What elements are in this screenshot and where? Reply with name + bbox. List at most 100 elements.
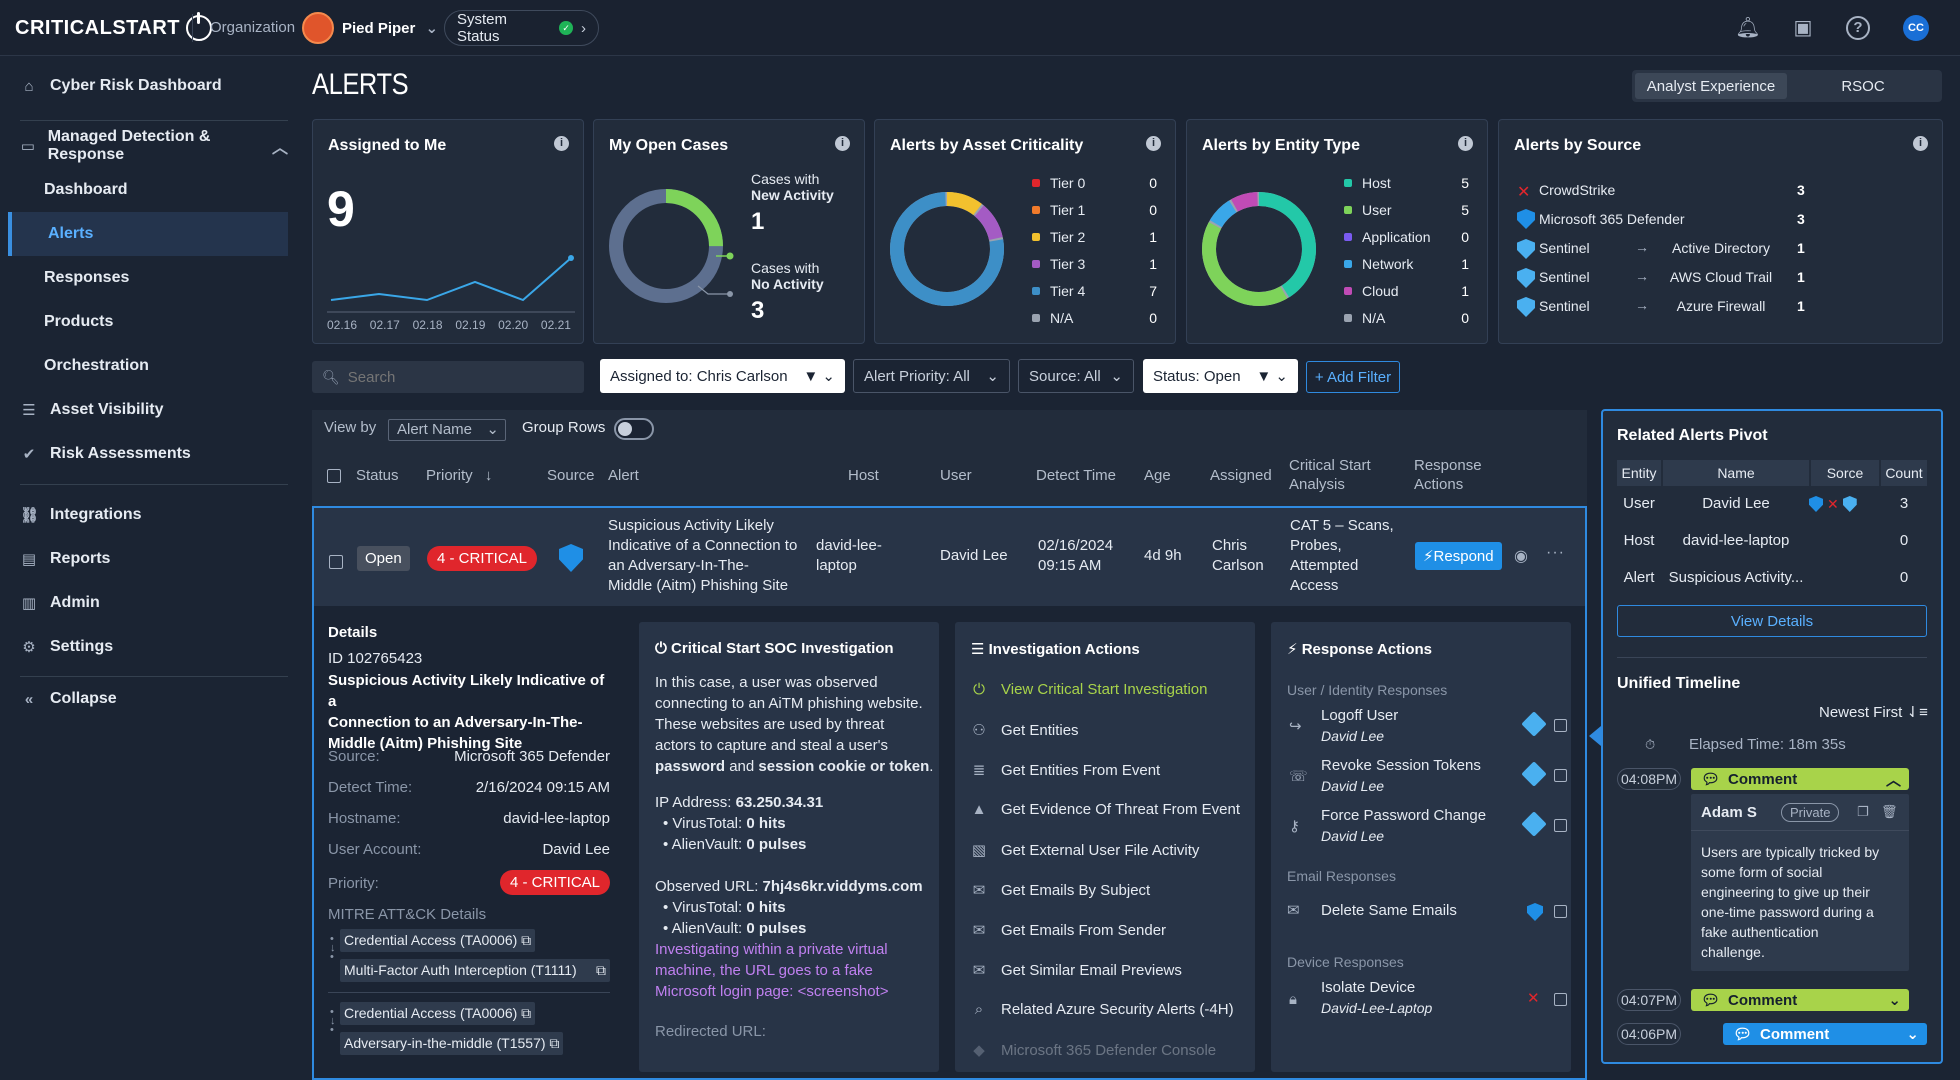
logo[interactable]: CRITICALSTART [15, 12, 212, 41]
filter-assigned-to[interactable]: Assigned to: Chris Carlson ▼ ⌄ [600, 359, 845, 393]
response-action-row[interactable]: ✉ Delete Same Emails [1287, 891, 1567, 935]
legend-item[interactable]: Tier 0 [1032, 175, 1085, 191]
info-icon[interactable]: i [554, 136, 569, 151]
view-details-button[interactable]: View Details [1617, 605, 1927, 637]
col-detect-time[interactable]: Detect Time [1036, 467, 1117, 484]
action-checkbox[interactable] [1554, 719, 1567, 732]
legend-item[interactable]: User [1344, 202, 1392, 218]
user-avatar[interactable]: CC [1903, 15, 1929, 41]
nav-admin[interactable]: ▥ Admin [20, 583, 100, 623]
select-all-checkbox[interactable] [327, 469, 341, 483]
mitre-tactic[interactable]: Credential Access (TA0006) ⧉ [340, 929, 536, 952]
mode-analyst-experience[interactable]: Analyst Experience [1635, 73, 1787, 99]
nav-orchestration[interactable]: Orchestration [44, 357, 149, 374]
nav-dashboard[interactable]: Dashboard [44, 181, 128, 198]
inbox-icon[interactable]: ▣ [1793, 17, 1813, 39]
col-assigned[interactable]: Assigned [1210, 467, 1272, 484]
response-action-row[interactable]: ☏ Revoke Session Tokens David Lee [1287, 755, 1567, 799]
org-switcher[interactable]: Pied Piper ⌄ [342, 19, 438, 37]
response-action-row[interactable]: ↪ Logoff User David Lee [1287, 705, 1567, 749]
action-checkbox[interactable] [1554, 993, 1567, 1006]
info-icon[interactable]: i [1913, 136, 1928, 151]
investigation-action-item[interactable]: ✉ Get Similar Email Previews [971, 961, 1182, 980]
delete-icon[interactable]: 🗑︎ [1881, 804, 1898, 819]
legend-item[interactable]: Cloud [1344, 283, 1399, 299]
legend-item[interactable]: Tier 2 [1032, 229, 1085, 245]
filter-alert-priority[interactable]: Alert Priority: All ⌄ [853, 359, 1010, 393]
info-icon[interactable]: i [1458, 136, 1473, 151]
legend-item[interactable]: Host [1344, 175, 1391, 191]
investigation-action-item[interactable]: ▲ Get Evidence Of Threat From Event [971, 801, 1240, 818]
more-options-icon[interactable]: ··· [1546, 544, 1565, 561]
response-action-row[interactable]: 🔒︎ Isolate Device David-Lee-Laptop ✕ [1287, 977, 1567, 1021]
system-status-button[interactable]: System Status ✓ › [444, 10, 599, 46]
nav-mdr[interactable]: ▭ Managed Detection & Response ︿ [20, 126, 288, 166]
info-icon[interactable]: i [835, 136, 850, 151]
add-filter-button[interactable]: + Add Filter [1306, 361, 1400, 393]
nav-products[interactable]: Products [44, 313, 114, 330]
view-investigation-link[interactable]: ⏻ View Critical Start Investigation [971, 681, 1207, 698]
legend-item[interactable]: Tier 4 [1032, 283, 1085, 299]
view-by-select[interactable]: Alert Name ⌄ [388, 419, 506, 441]
card-assigned-to-me[interactable]: Assigned to Me i 9 02.16 02.17 02.18 02.… [312, 119, 584, 344]
card-alerts-by-asset-criticality[interactable]: Alerts by Asset Criticality i Tier 0 0 Tie… [874, 119, 1176, 344]
col-response-actions[interactable]: Response Actions [1414, 456, 1482, 494]
nav-integrations[interactable]: ⛓ Integrations [20, 495, 142, 535]
investigation-action-item[interactable]: ◆ Microsoft 365 Defender Console [971, 1041, 1216, 1060]
nav-cyber-risk-dashboard[interactable]: ⌂ Cyber Risk Dashboard [20, 66, 221, 106]
legend-item[interactable]: Application [1344, 229, 1431, 245]
timeline-comment-header[interactable]: 💬︎ Comment ︿ [1691, 768, 1909, 790]
pivot-row[interactable]: Alert Suspicious Activity... 0 [1617, 563, 1927, 595]
legend-item[interactable]: Tier 1 [1032, 202, 1085, 218]
action-checkbox[interactable] [1554, 819, 1567, 832]
investigation-action-item[interactable]: ▧ Get External User File Activity [971, 841, 1200, 860]
col-priority[interactable]: Priority ↓ [426, 466, 492, 485]
eye-icon[interactable]: ◉ [1514, 548, 1528, 565]
action-checkbox[interactable] [1554, 905, 1567, 918]
filter-source[interactable]: Source: All ⌄ [1018, 359, 1134, 393]
filter-status[interactable]: Status: Open ▼ ⌄ [1143, 359, 1298, 393]
copy-icon[interactable]: ❐ [1857, 804, 1869, 819]
nav-risk-assessments[interactable]: ✔ Risk Assessments [20, 434, 191, 474]
timeline-comment-header[interactable]: 💬︎ Comment ⌄ [1723, 1023, 1927, 1045]
pivot-row[interactable]: User David Lee 3 [1617, 489, 1927, 521]
investigation-action-item[interactable]: ⚇ Get Entities [971, 721, 1078, 740]
mitre-technique[interactable]: Adversary-in-the-middle (T1557) ⧉ [340, 1032, 564, 1055]
nav-settings[interactable]: ⚙ Settings [20, 627, 113, 667]
card-alerts-by-source[interactable]: Alerts by Source i ✕ CrowdStrike 3 Micro… [1498, 119, 1943, 344]
col-source[interactable]: Source [547, 467, 595, 484]
col-status[interactable]: Status [356, 467, 399, 484]
card-alerts-by-entity-type[interactable]: Alerts by Entity Type i Host 5 User 5 Applic… [1186, 119, 1488, 344]
mitre-tactic[interactable]: Credential Access (TA0006) ⧉ [340, 1002, 536, 1025]
nav-collapse[interactable]: « Collapse [20, 679, 117, 719]
respond-button[interactable]: ⚡Respond [1415, 542, 1502, 570]
alert-name[interactable]: Suspicious Activity Likely Indicative of… [608, 516, 797, 596]
col-alert[interactable]: Alert [608, 467, 639, 484]
mode-rsoc[interactable]: RSOC [1841, 77, 1885, 95]
table-row[interactable]: Open 4 - CRITICAL Suspicious Activity Li… [312, 506, 1587, 616]
timeline-sort-button[interactable]: Newest First ⇃≡ [1819, 703, 1928, 721]
nav-alerts[interactable]: Alerts [8, 212, 288, 256]
investigation-action-item[interactable]: ✉ Get Emails By Subject [971, 881, 1151, 900]
legend-item[interactable]: Network [1344, 256, 1413, 272]
legend-item[interactable]: Tier 3 [1032, 256, 1085, 272]
investigation-action-item[interactable]: ≣ Get Entities From Event [971, 761, 1161, 780]
help-icon[interactable]: ? [1846, 16, 1870, 40]
investigation-action-item[interactable]: ⌕ Related Azure Security Alerts (-4H) [971, 1001, 1234, 1018]
card-my-open-cases[interactable]: My Open Cases i Cases with New Activity 1… [593, 119, 865, 344]
col-critical-start-analysis[interactable]: Critical Start Analysis [1289, 456, 1371, 494]
col-age[interactable]: Age [1144, 467, 1171, 484]
pivot-row[interactable]: Host david-lee-laptop 0 [1617, 526, 1927, 558]
response-action-row[interactable]: ⚷ Force Password Change David Lee [1287, 805, 1567, 849]
group-rows-toggle[interactable] [614, 418, 654, 440]
nav-asset-visibility[interactable]: ☰ Asset Visibility [20, 390, 163, 430]
timeline-comment-header[interactable]: 💬︎ Comment ⌄ [1691, 989, 1909, 1011]
investigation-action-item[interactable]: ✉ Get Emails From Sender [971, 921, 1166, 940]
info-icon[interactable]: i [1146, 136, 1161, 151]
legend-item[interactable]: N/A [1344, 310, 1385, 326]
mitre-technique[interactable]: Multi-Factor Auth Interception (T1111) ⧉ [340, 959, 610, 982]
col-host[interactable]: Host [848, 467, 879, 484]
search-input[interactable] [347, 368, 568, 386]
legend-item[interactable]: N/A [1032, 310, 1073, 326]
action-checkbox[interactable] [1554, 769, 1567, 782]
